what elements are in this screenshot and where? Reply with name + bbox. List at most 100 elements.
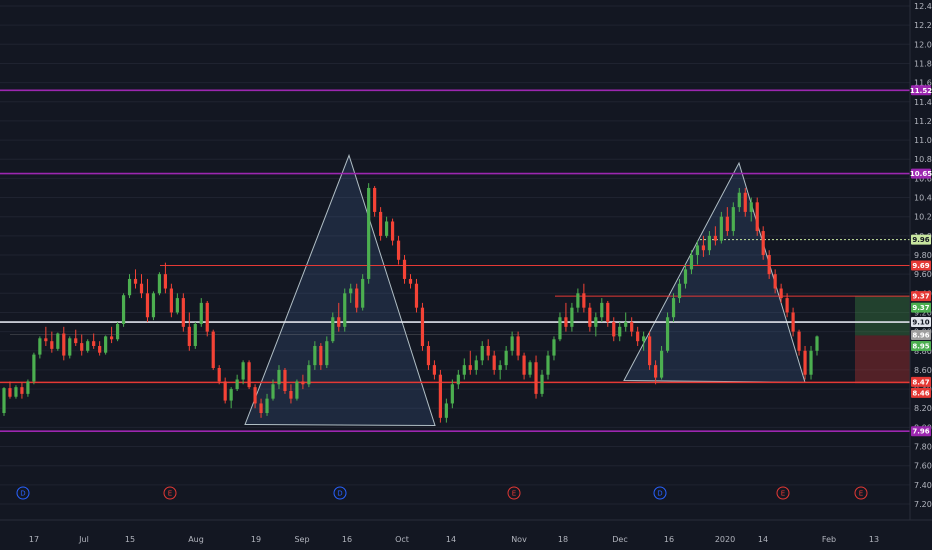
- candles[interactable]: [2, 183, 819, 423]
- candle-body: [588, 307, 592, 327]
- candle-body: [211, 331, 215, 369]
- candle-body: [749, 202, 753, 212]
- horizontal-price-lines[interactable]: [0, 89, 910, 433]
- candle-body: [707, 235, 711, 251]
- y-tick-label: 11.20: [914, 117, 932, 126]
- badge-last: [911, 340, 931, 351]
- candle-body: [564, 317, 568, 327]
- time-axis-labels: 17 Jul 15 Aug 19 Sep 16 Oct 14 Nov 18 Dec 16 2020 14 Fe…: [29, 535, 879, 544]
- event-marker: [776, 486, 790, 500]
- candle-body: [193, 323, 197, 346]
- candle-body: [187, 326, 191, 346]
- candle-body: [659, 350, 664, 378]
- candle-body: [181, 298, 185, 327]
- candle-body: [642, 336, 646, 342]
- candle-body: [522, 355, 526, 375]
- horizontal-grid: [0, 5, 910, 505]
- right-triangle: [623, 161, 806, 383]
- candle-body: [540, 374, 544, 394]
- candle-body: [384, 221, 389, 236]
- candle-body: [624, 322, 628, 327]
- candle-body: [648, 336, 652, 366]
- candle-body: [235, 379, 239, 390]
- badge-9-37: [911, 291, 931, 302]
- candle-body: [20, 387, 24, 394]
- candle-body: [62, 333, 66, 356]
- x-tick-label: Dec: [612, 535, 627, 544]
- x-tick-label: Nov: [511, 535, 527, 544]
- candle-body: [8, 388, 12, 397]
- candle-body: [773, 274, 777, 289]
- candle-body: [80, 343, 84, 351]
- y-tick-label: 8.20: [914, 404, 932, 413]
- candle-body: [426, 345, 431, 366]
- event-marker-label: E: [512, 490, 516, 498]
- candle-body: [343, 293, 347, 327]
- candle-body: [492, 355, 496, 370]
- candle-body: [115, 323, 120, 340]
- price-axis[interactable]: [910, 0, 932, 550]
- x-tick-label: 18: [558, 535, 568, 544]
- badge-entry: [911, 329, 931, 340]
- candle-body: [516, 336, 520, 356]
- candle-body: [175, 298, 179, 313]
- candle-body: [86, 341, 90, 351]
- candle-body: [671, 298, 676, 318]
- x-tick-label: 19: [251, 535, 261, 544]
- y-tick-label: 7.80: [914, 443, 932, 452]
- candle-body: [504, 350, 508, 366]
- y-tick-label: 10.60: [914, 174, 932, 183]
- y-tick-label: 12.00: [914, 40, 932, 49]
- candle-body: [695, 245, 700, 255]
- candle-body: [414, 283, 419, 308]
- candle-body: [223, 381, 227, 401]
- candle-body: [271, 384, 275, 399]
- candle-body: [480, 345, 484, 361]
- long-position-tool[interactable]: [855, 296, 910, 384]
- badge-8-47-text: 8.47: [912, 378, 929, 386]
- candle-body: [701, 245, 706, 251]
- candle-body: [797, 331, 801, 351]
- y-tick-label: 9.80: [914, 251, 932, 260]
- event-marker: [507, 486, 521, 500]
- y-tick-label: 11.40: [914, 98, 932, 107]
- y-tick-label: 11.80: [914, 59, 932, 68]
- candle-body: [630, 322, 634, 332]
- event-marker: [854, 486, 868, 500]
- candle-body: [265, 398, 269, 414]
- candle-body: [379, 211, 383, 236]
- candle-body: [38, 338, 42, 355]
- candle-body: [462, 365, 466, 375]
- candle-body: [98, 345, 102, 353]
- badge-11-52: [911, 85, 931, 96]
- triangle-patterns[interactable]: [244, 153, 806, 426]
- candle-body: [68, 338, 72, 356]
- candle-body: [145, 293, 150, 318]
- y-tick-label: 11.00: [914, 136, 932, 145]
- candle-body: [570, 307, 574, 327]
- candle-body: [199, 302, 203, 324]
- x-tick-label: Feb: [822, 535, 836, 544]
- candle-body: [295, 381, 299, 399]
- badge-8-46-text: 8.46: [912, 389, 929, 397]
- candle-body: [474, 360, 478, 370]
- candle-body: [331, 317, 335, 342]
- candle-body: [361, 278, 365, 308]
- y-tick-label: 12.40: [914, 2, 932, 11]
- candle-body: [104, 336, 108, 353]
- candle-body: [56, 333, 60, 349]
- candle-body: [157, 274, 162, 294]
- candle-body: [552, 339, 556, 356]
- candle-body: [408, 278, 413, 284]
- candle-body: [713, 235, 717, 241]
- y-tick-label: 12.20: [914, 21, 932, 30]
- candle-body: [683, 269, 688, 284]
- x-tick-label: 16: [664, 535, 674, 544]
- y-tick-label: 9.20: [914, 308, 932, 317]
- price-badges: 11.5210.659.969.699.379.379.108.968.958.…: [910, 85, 932, 437]
- candle-body: [217, 368, 221, 382]
- event-marker-label: D: [337, 490, 342, 498]
- x-tick-label: 14: [446, 535, 456, 544]
